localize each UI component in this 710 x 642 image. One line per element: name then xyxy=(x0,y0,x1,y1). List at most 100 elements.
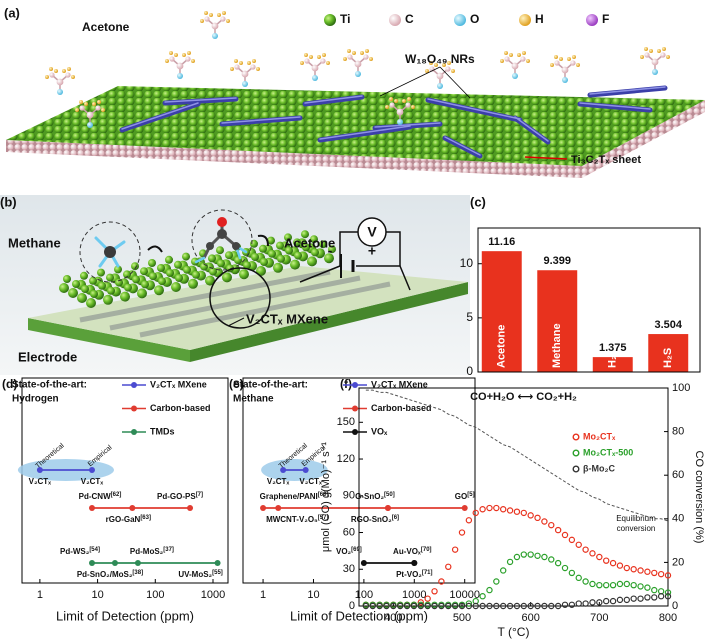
bar xyxy=(481,251,522,372)
data-point xyxy=(575,574,582,582)
data-point xyxy=(589,599,596,606)
mxene-atom xyxy=(158,277,166,286)
point-label: V₂CTₓ xyxy=(81,477,104,486)
data-point xyxy=(513,553,521,561)
data-point xyxy=(554,602,562,610)
data-point xyxy=(527,551,534,558)
y-tick-label: 150 xyxy=(337,416,355,428)
data-point xyxy=(637,595,644,602)
point-label: V₂CTₓ xyxy=(299,477,322,486)
data-point xyxy=(534,514,541,522)
gas-label: Acetone xyxy=(284,235,335,250)
mxene-atom xyxy=(175,274,183,282)
mxene-atom xyxy=(174,260,182,269)
nanorods-label: W₁₈O₄₉ NRs xyxy=(405,52,475,66)
mxene-atom xyxy=(217,259,225,268)
data-point xyxy=(651,594,658,601)
data-point xyxy=(541,518,548,525)
data-point xyxy=(465,517,473,524)
data-point xyxy=(445,563,452,571)
data-point xyxy=(541,553,548,561)
value-label: 3.504 xyxy=(654,319,682,331)
mxene-atom xyxy=(63,275,71,283)
y-tick-label: 90 xyxy=(343,490,355,502)
panel-title: State-of-the-art: xyxy=(12,380,87,391)
data-point xyxy=(596,581,603,589)
mxene-atom xyxy=(90,290,98,298)
panel-label: (a) xyxy=(4,5,20,20)
reference-line xyxy=(365,389,669,522)
data-point xyxy=(568,601,576,608)
data-point xyxy=(541,602,548,610)
data-point xyxy=(383,602,390,610)
legend-label: C xyxy=(405,12,414,26)
mxene-atom xyxy=(131,262,139,271)
data-point xyxy=(589,550,596,557)
mxene-atom xyxy=(183,265,191,274)
data-point xyxy=(513,602,521,610)
panel-title: State-of-the-art: xyxy=(233,380,308,391)
mxene-atom xyxy=(114,265,122,274)
mxene-atom xyxy=(302,243,310,252)
legend-label: H xyxy=(535,12,544,26)
range-point xyxy=(88,505,95,511)
data-point xyxy=(568,536,576,544)
mxene-atom xyxy=(86,298,96,308)
data-point xyxy=(451,546,459,553)
mxene-atom xyxy=(251,253,259,261)
electrode-label: Electrode xyxy=(18,349,77,364)
mxene-atom xyxy=(77,293,87,303)
legend-marker xyxy=(572,449,580,457)
data-point xyxy=(486,504,493,512)
mxene-atom xyxy=(137,288,147,299)
data-point xyxy=(438,602,445,610)
mxene-atom xyxy=(141,280,149,289)
y2-tick-label: 20 xyxy=(672,556,684,568)
legend-marker xyxy=(131,405,137,412)
range-point xyxy=(260,505,267,511)
sheet-label: Ti₃C₂Tₓ sheet xyxy=(571,154,641,166)
mxene-atom xyxy=(250,239,258,248)
data-point xyxy=(548,556,555,563)
data-point xyxy=(431,588,438,595)
data-point xyxy=(472,602,479,610)
legend-label: Mo₂CTₓ-500 xyxy=(583,447,633,457)
legend-label: Mo₂CTₓ xyxy=(583,431,616,441)
data-point xyxy=(438,578,445,585)
y-tick-label: 120 xyxy=(337,453,355,465)
data-point xyxy=(637,583,644,590)
data-point xyxy=(630,595,637,602)
data-point xyxy=(527,602,534,610)
data-point xyxy=(561,601,569,608)
mxene-atom xyxy=(148,259,156,267)
point-label: Pd-CNW[62] xyxy=(79,492,122,502)
data-point xyxy=(465,602,473,610)
y2-tick-label: 100 xyxy=(672,382,690,394)
mxene-atom xyxy=(276,241,284,250)
data-point xyxy=(500,506,507,513)
y-tick-label: 10 xyxy=(460,256,474,270)
point-label: RGO-SnO₂[6] xyxy=(351,515,399,525)
range-point xyxy=(280,467,287,473)
value-label: 1.375 xyxy=(599,342,627,354)
point-label: V₂CTₓ xyxy=(29,477,52,486)
point-label: G-SnO₂[50] xyxy=(355,492,395,502)
data-point xyxy=(479,602,486,610)
mxene-atom xyxy=(294,251,302,260)
y2-axis-label: CO conversion (%) xyxy=(693,451,705,544)
data-point xyxy=(616,596,624,604)
mxene-atom xyxy=(98,281,106,290)
mxene-atom xyxy=(301,230,309,239)
data-point xyxy=(527,512,534,519)
mxene-atom xyxy=(149,272,157,281)
mxene-atom xyxy=(324,253,334,264)
legend-label: O xyxy=(470,12,479,26)
data-point xyxy=(431,602,438,610)
legend-marker xyxy=(352,429,358,435)
mxene-atom xyxy=(171,282,181,292)
mxene-atom xyxy=(268,249,276,258)
data-point xyxy=(506,602,514,610)
x-axis-label: Limit of Detection (ppm) xyxy=(290,608,428,623)
x-tick-label: 100 xyxy=(355,589,373,601)
